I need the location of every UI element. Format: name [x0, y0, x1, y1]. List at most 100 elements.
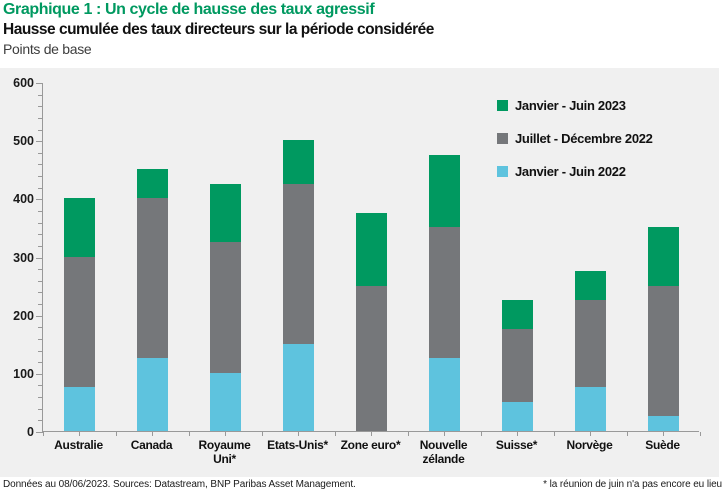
- figure-footer: Données au 08/06/2023. Sources: Datastre…: [0, 479, 725, 490]
- x-axis-category-label: Suisse*: [495, 438, 538, 452]
- x-axis-tick: [152, 432, 153, 436]
- y-axis-tick-label: 300: [13, 250, 34, 265]
- x-axis-tick: [261, 432, 263, 436]
- legend-label: Juillet - Décembre 2022: [515, 131, 653, 146]
- y-axis-minor-tick: [38, 176, 43, 178]
- figure-title: Graphique 1 : Un cycle de hausse des tau…: [3, 1, 375, 18]
- bar-segment: [575, 271, 606, 301]
- legend-swatch: [497, 166, 508, 177]
- x-axis-tick: [371, 432, 372, 436]
- bar-segment: [283, 183, 314, 344]
- x-axis-category-label: Australie: [54, 438, 103, 452]
- bar-segment: [210, 241, 241, 373]
- y-axis-major-tick: [36, 141, 43, 143]
- legend-label: Janvier - Juin 2022: [515, 164, 626, 179]
- asterisk-note: * la réunion de juin n'a pas encore eu l…: [543, 479, 722, 490]
- bar-segment: [137, 169, 168, 199]
- bar-segment: [210, 372, 241, 431]
- y-axis-minor-tick: [38, 304, 43, 306]
- bar-segment: [648, 416, 679, 431]
- bar-segment: [137, 198, 168, 359]
- x-axis-category-label: Zone euro*: [340, 438, 401, 452]
- bar-segment: [64, 198, 95, 257]
- y-axis-minor-tick: [38, 338, 43, 340]
- x-axis-tick: [407, 432, 409, 436]
- y-axis-major-tick: [36, 432, 43, 433]
- y-axis-minor-tick: [38, 245, 43, 247]
- bar-segment: [502, 329, 533, 402]
- bar-segment: [210, 183, 241, 242]
- bar-segment: [575, 387, 606, 431]
- bar-segment: [502, 300, 533, 330]
- bar-segment: [429, 358, 460, 431]
- figure-header: Graphique 1 : Un cycle de hausse des tau…: [3, 0, 722, 59]
- figure-subtitle: Hausse cumulée des taux directeurs sur l…: [3, 21, 434, 38]
- bar-segment: [64, 256, 95, 388]
- y-axis-major-tick: [36, 315, 43, 317]
- x-axis-labels: Australie Canada Royaume Uni* Etats-Unis* Zo…: [42, 438, 699, 466]
- y-axis-tick-label: 200: [13, 308, 34, 323]
- chart-panel: 0 100 200 300 400 500 600 Australie Canada Royau…: [0, 68, 719, 477]
- legend-swatch: [497, 100, 508, 111]
- y-axis-minor-tick: [38, 269, 43, 271]
- x-axis-tick: [298, 432, 299, 436]
- bar-segment: [64, 387, 95, 431]
- chart-legend: Janvier - Juin 2023 Juillet - Décembre 20…: [497, 98, 653, 197]
- y-axis-minor-tick: [38, 350, 43, 352]
- x-axis-tick: [444, 432, 445, 436]
- y-axis-minor-tick: [38, 408, 43, 410]
- axis-unit-label: Points de base: [3, 41, 92, 57]
- bar-segment: [648, 285, 679, 417]
- y-axis-minor-tick: [38, 234, 43, 236]
- source-note: Données au 08/06/2023. Sources: Datastre…: [3, 479, 356, 490]
- y-axis-minor-tick: [38, 210, 43, 212]
- x-axis-category-label: Suède: [645, 438, 680, 452]
- bar-segment: [137, 358, 168, 431]
- x-axis-tick: [626, 432, 628, 436]
- bar-segment: [429, 154, 460, 228]
- y-axis-tick-label: 500: [13, 134, 34, 149]
- x-axis-tick: [188, 432, 190, 436]
- y-axis-minor-tick: [38, 362, 43, 364]
- plot-area: 0 100 200 300 400 500 600: [13, 76, 701, 439]
- bar-segment: [502, 401, 533, 431]
- y-axis-major-tick: [36, 83, 43, 84]
- legend-item: Janvier - Juin 2022: [497, 164, 653, 179]
- y-axis-minor-tick: [38, 129, 43, 131]
- y-axis-minor-tick: [38, 385, 43, 387]
- x-axis-tick: [699, 432, 701, 436]
- y-axis-major-tick: [36, 199, 43, 201]
- y-axis-minor-tick: [38, 222, 43, 224]
- y-axis-minor-tick: [38, 187, 43, 189]
- bar-segment: [283, 140, 314, 184]
- x-axis-tick: [79, 432, 80, 436]
- legend-item: Janvier - Juin 2023: [497, 98, 653, 113]
- y-axis-tick-label: 100: [13, 366, 34, 381]
- y-axis-major-tick: [36, 373, 43, 375]
- x-axis-category-label: Nouvelle zélande: [419, 438, 468, 466]
- x-axis-category-label: Etats-Unis*: [267, 438, 328, 452]
- legend-item: Juillet - Décembre 2022: [497, 131, 653, 146]
- y-axis-minor-tick: [38, 280, 43, 282]
- x-axis-tick: [115, 432, 117, 436]
- y-axis-minor-tick: [38, 327, 43, 329]
- x-axis-category-label: Royaume Uni*: [198, 438, 251, 466]
- x-axis-tick: [553, 432, 555, 436]
- y-axis-minor-tick: [38, 117, 43, 119]
- bar-segment: [575, 300, 606, 388]
- y-axis-minor-tick: [38, 94, 43, 96]
- y-axis-minor-tick: [38, 164, 43, 166]
- bar-segment: [356, 285, 387, 431]
- x-axis-tick: [480, 432, 482, 436]
- bar-segment: [356, 212, 387, 286]
- y-axis-tick-label: 600: [13, 76, 34, 90]
- x-axis-category-label: Norvège: [566, 438, 613, 452]
- y-axis-tick-label: 400: [13, 192, 34, 207]
- y-axis-minor-tick: [38, 292, 43, 294]
- bar-segment: [429, 227, 460, 359]
- bar-segment: [648, 227, 679, 286]
- y-axis-minor-tick: [38, 420, 43, 422]
- y-axis-minor-tick: [38, 152, 43, 154]
- x-axis-tick: [334, 432, 336, 436]
